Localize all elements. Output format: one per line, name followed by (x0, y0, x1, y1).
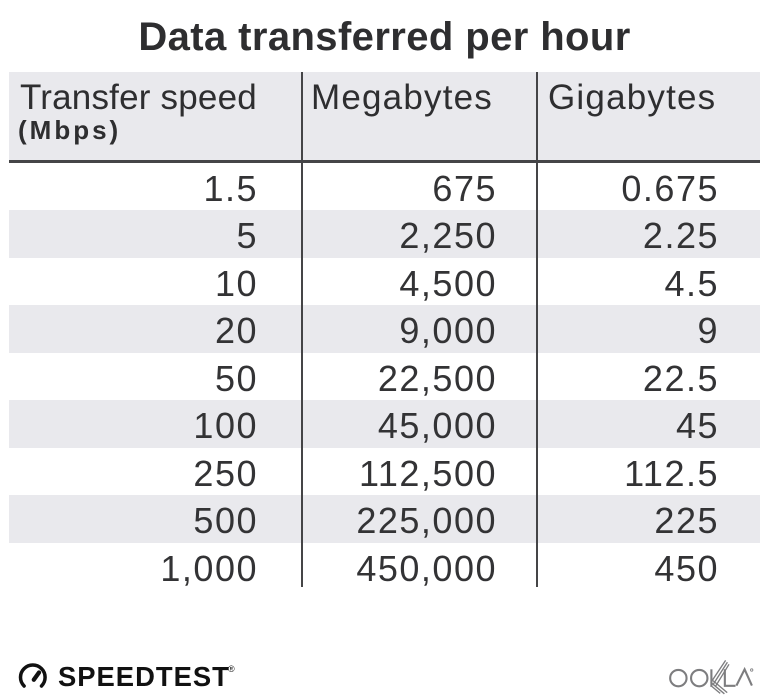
svg-text:SPEEDTEST: SPEEDTEST (58, 661, 230, 692)
svg-text:®: ® (228, 664, 235, 674)
